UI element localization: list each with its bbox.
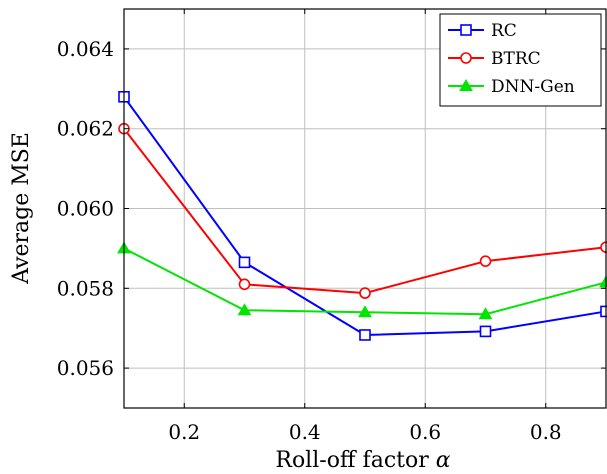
series-line-rc xyxy=(123,96,607,336)
x-axis-label: Roll-off factor α xyxy=(275,448,450,473)
x-tick-label: 0.2 xyxy=(168,420,200,444)
y-tick-label: 0.064 xyxy=(57,37,114,61)
legend: RC BTRC DNN-Gen xyxy=(439,13,602,107)
series-dnn-gen xyxy=(117,241,607,320)
series-line-btrc xyxy=(123,128,607,295)
data-point-dnn-gen xyxy=(237,303,252,316)
data-point-dnn-gen xyxy=(358,305,372,318)
legend-swatch-marker xyxy=(460,24,472,36)
x-tick-label: 0.8 xyxy=(530,420,562,444)
y-tick-label: 0.060 xyxy=(57,197,114,221)
x-axis-label-symbol: α xyxy=(436,448,451,473)
data-point-btrc xyxy=(479,255,492,267)
data-point-rc xyxy=(479,325,492,338)
x-axis-label-text: Roll-off factor xyxy=(275,448,429,473)
legend-entry-rc: RC xyxy=(448,21,517,41)
y-tick-label: 0.056 xyxy=(57,356,114,380)
y-tick-label: 0.058 xyxy=(57,276,114,300)
ticks xyxy=(124,9,606,408)
series-btrc xyxy=(118,122,607,299)
data-point-dnn-gen xyxy=(478,307,493,320)
series-line-dnn-gen xyxy=(123,247,607,316)
data-point-btrc xyxy=(238,278,251,291)
y-axis-label: Average MSE xyxy=(9,132,34,285)
y-tick-label: 0.062 xyxy=(57,117,114,141)
legend-label: DNN-Gen xyxy=(491,77,575,97)
data-point-btrc xyxy=(359,287,371,299)
data-point-rc xyxy=(238,256,251,269)
x-tick-label: 0.4 xyxy=(289,420,321,444)
legend-label: RC xyxy=(491,21,517,41)
tick-labels: 0.2 0.4 0.6 0.8 0.056 0.058 0.060 0.062 0.064 xyxy=(57,37,562,444)
legend-label: BTRC xyxy=(491,49,541,69)
x-tick-label: 0.6 xyxy=(409,420,441,444)
data-point-rc xyxy=(359,329,371,341)
legend-swatch-marker xyxy=(460,52,472,64)
legend-swatch-marker xyxy=(459,78,473,91)
legend-entry-btrc: BTRC xyxy=(448,49,541,69)
legend-entry-dnn-gen: DNN-Gen xyxy=(448,77,575,97)
